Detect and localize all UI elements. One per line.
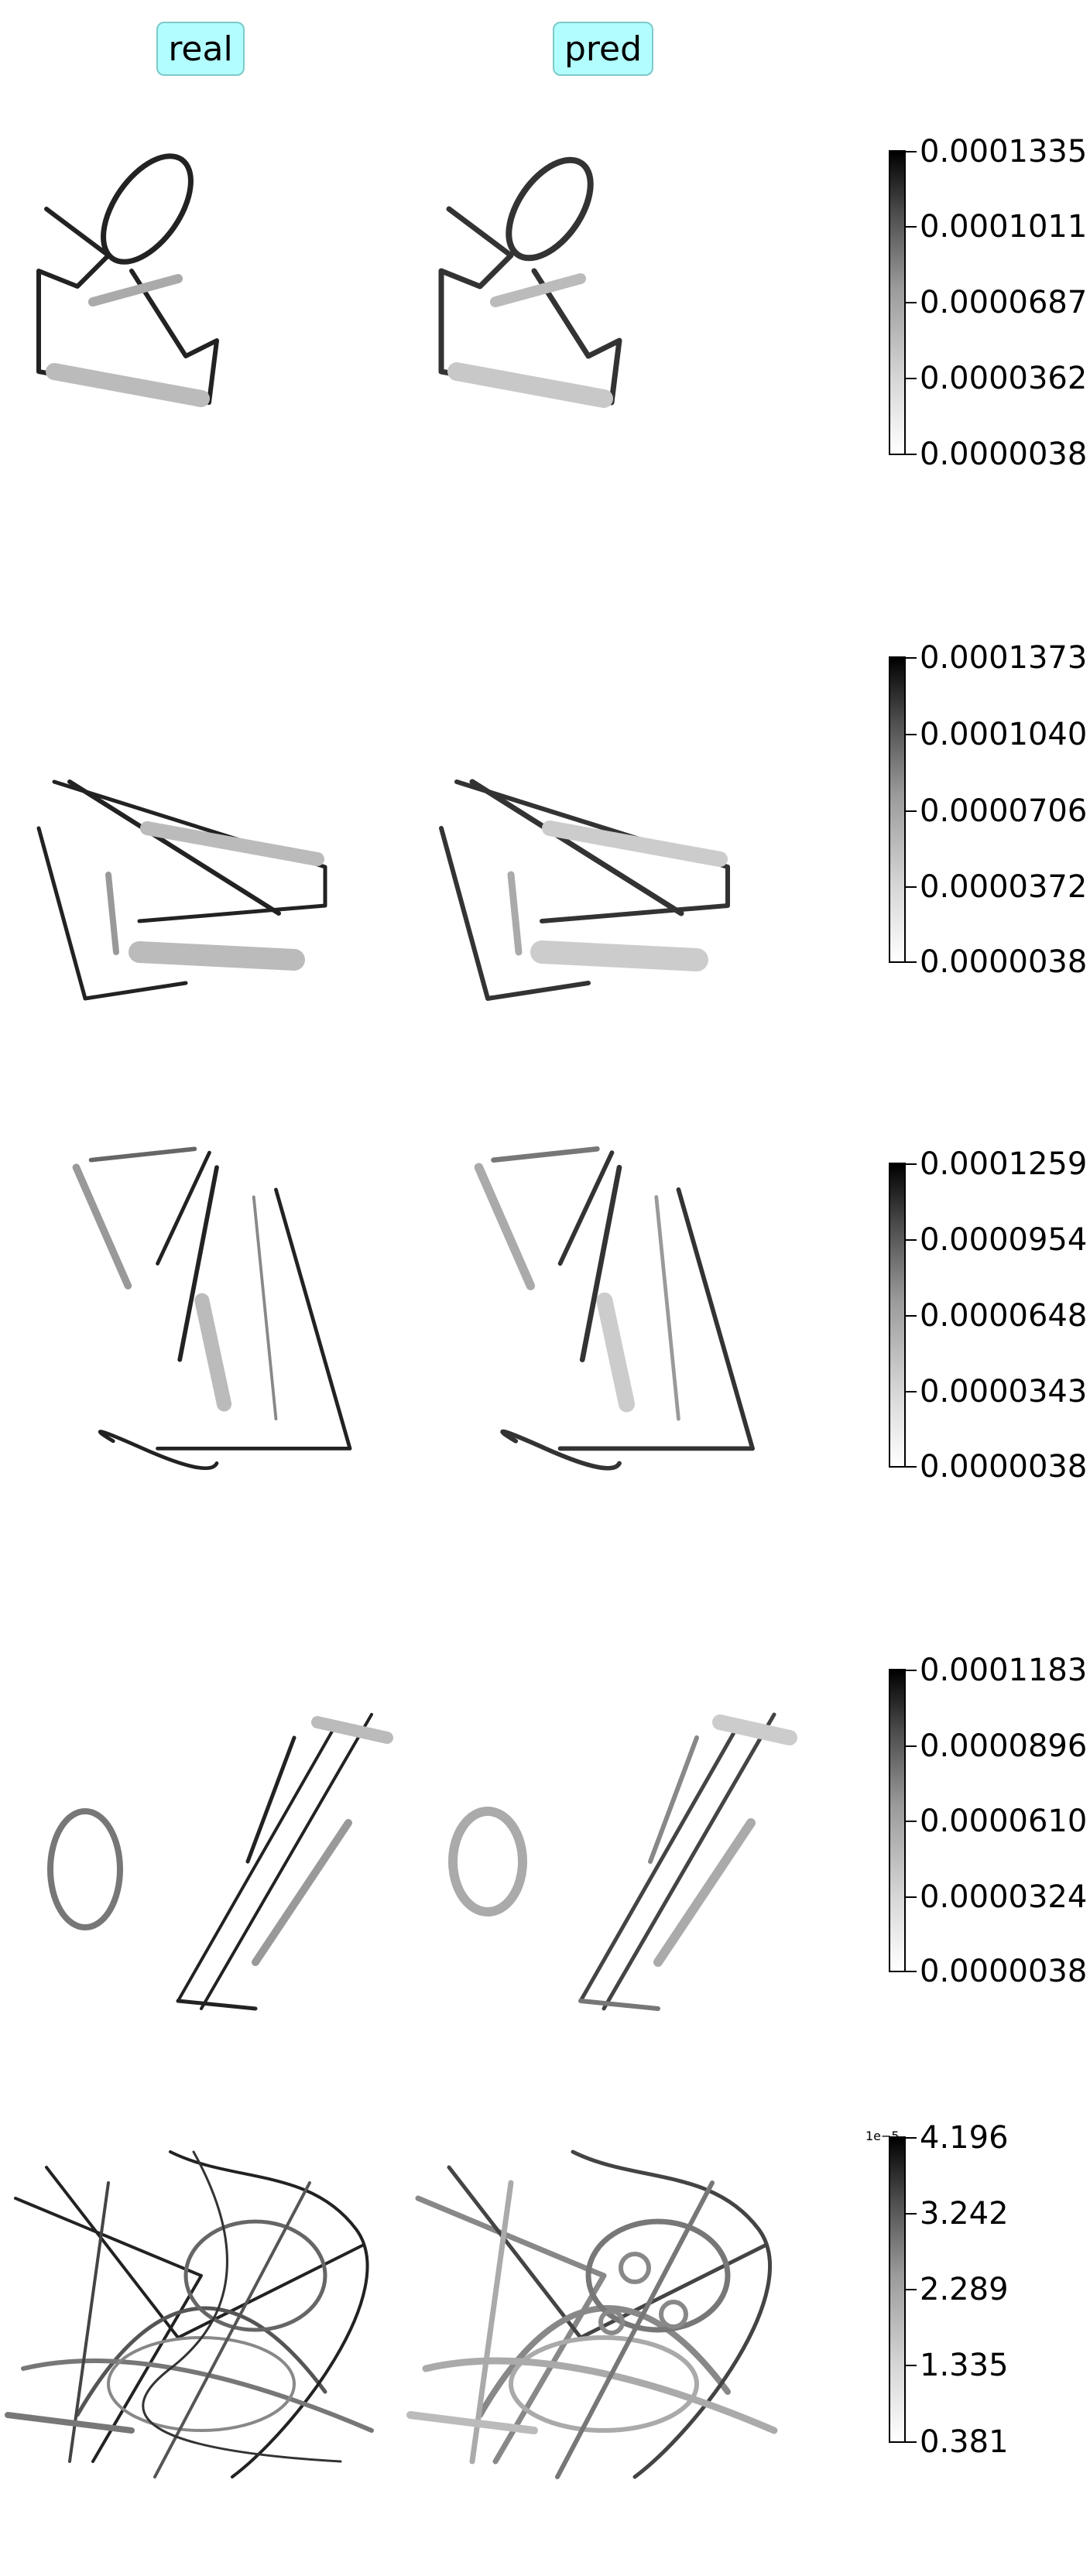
pred-image-row-2 [426,712,813,1045]
colorbar-tick-label: 0.0000324 [920,1882,1087,1913]
pred-image-row-5 [403,2136,790,2492]
colorbar-tick [906,810,917,812]
colorbar-tick [906,454,917,455]
colorbar-tick [906,2289,917,2290]
colorbar-tick-label: 0.381 [920,2427,1009,2458]
colorbar-tick [906,2441,917,2443]
colorbar-tick [906,2213,917,2215]
colorbar-tick [906,226,917,228]
colorbar-tick [906,1896,917,1898]
colorbar-tick-label: 0.0000038 [920,439,1087,470]
colorbar-row-5 [889,2136,906,2443]
pred-column-title: pred [553,22,653,76]
colorbar-tick-label: 0.0000687 [920,287,1087,318]
colorbar-tick [906,302,917,303]
colorbar-tick [906,1670,917,1671]
colorbar-tick [906,886,917,888]
colorbar-tick-label: 0.0001335 [920,136,1087,167]
colorbar-tick-label: 4.196 [920,2122,1009,2153]
pred-image-row-1 [426,139,813,472]
colorbar-tick-label: 0.0001259 [920,1149,1087,1180]
pred-image-row-4 [426,1703,813,2036]
colorbar-tick-label: 0.0001183 [920,1655,1087,1686]
colorbar-tick [906,1466,917,1468]
colorbar-tick [906,2365,917,2366]
colorbar-tick-label: 1.335 [920,2350,1009,2381]
colorbar-tick-label: 3.242 [920,2198,1009,2229]
colorbar-tick-label: 0.0000896 [920,1731,1087,1762]
colorbar-tick [906,378,917,379]
colorbar-tick [906,2137,917,2139]
colorbar-tick [906,1163,917,1165]
colorbar-tick-label: 0.0000610 [920,1806,1087,1837]
real-image-row-3 [23,1138,410,1471]
colorbar-tick [906,1239,917,1241]
colorbar-tick [906,961,917,963]
colorbar-tick-label: 0.0000648 [920,1300,1087,1331]
colorbar-tick-label: 0.0001011 [920,211,1087,242]
colorbar-row-3 [889,1163,906,1468]
colorbar-row-1 [889,150,906,455]
colorbar-tick [906,657,917,659]
colorbar-tick-label: 2.289 [920,2274,1009,2305]
real-image-row-2 [23,712,410,1045]
colorbar-tick [906,151,917,152]
colorbar-tick-label: 0.0000372 [920,872,1087,903]
colorbar-tick [906,1315,917,1317]
colorbar-tick-label: 0.0000038 [920,1956,1087,1987]
colorbar-tick [906,1745,917,1747]
colorbar-tick-label: 0.0000954 [920,1225,1087,1255]
real-column-title: real [156,22,245,76]
colorbar-tick [906,734,917,735]
colorbar-tick-label: 0.0000038 [920,1451,1087,1482]
colorbar-tick-label: 0.0000362 [920,363,1087,394]
colorbar-tick-label: 0.0000038 [920,947,1087,978]
real-image-row-4 [23,1703,410,2036]
colorbar-tick-label: 0.0000343 [920,1376,1087,1407]
colorbar-row-2 [889,656,906,963]
real-image-row-1 [23,139,410,472]
colorbar-tick-label: 0.0000706 [920,796,1087,827]
colorbar-row-4 [889,1669,906,1972]
colorbar-tick-label: 0.0001373 [920,642,1087,673]
colorbar-tick [906,1821,917,1822]
real-image-row-5 [0,2136,387,2492]
colorbar-tick-label: 0.0001040 [920,719,1087,750]
colorbar-tick [906,1971,917,1972]
colorbar-tick [906,1391,917,1392]
pred-image-row-3 [426,1138,813,1471]
